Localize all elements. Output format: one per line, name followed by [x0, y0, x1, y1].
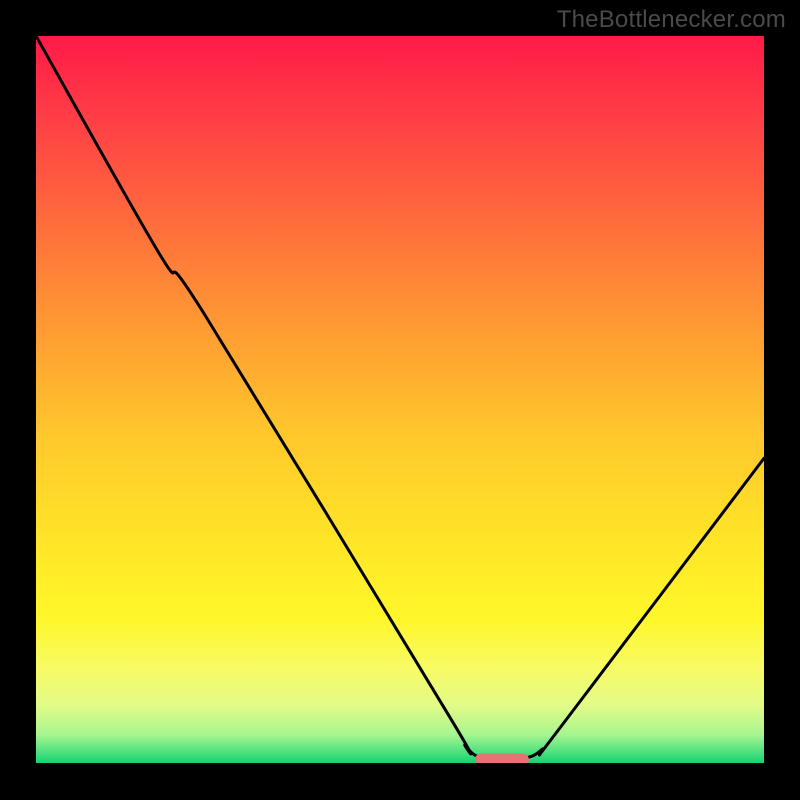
bottleneck-chart [0, 0, 800, 800]
watermark-text: TheBottlenecker.com [557, 6, 786, 34]
chart-stage: TheBottlenecker.com [0, 0, 800, 800]
gradient-background [36, 36, 764, 764]
